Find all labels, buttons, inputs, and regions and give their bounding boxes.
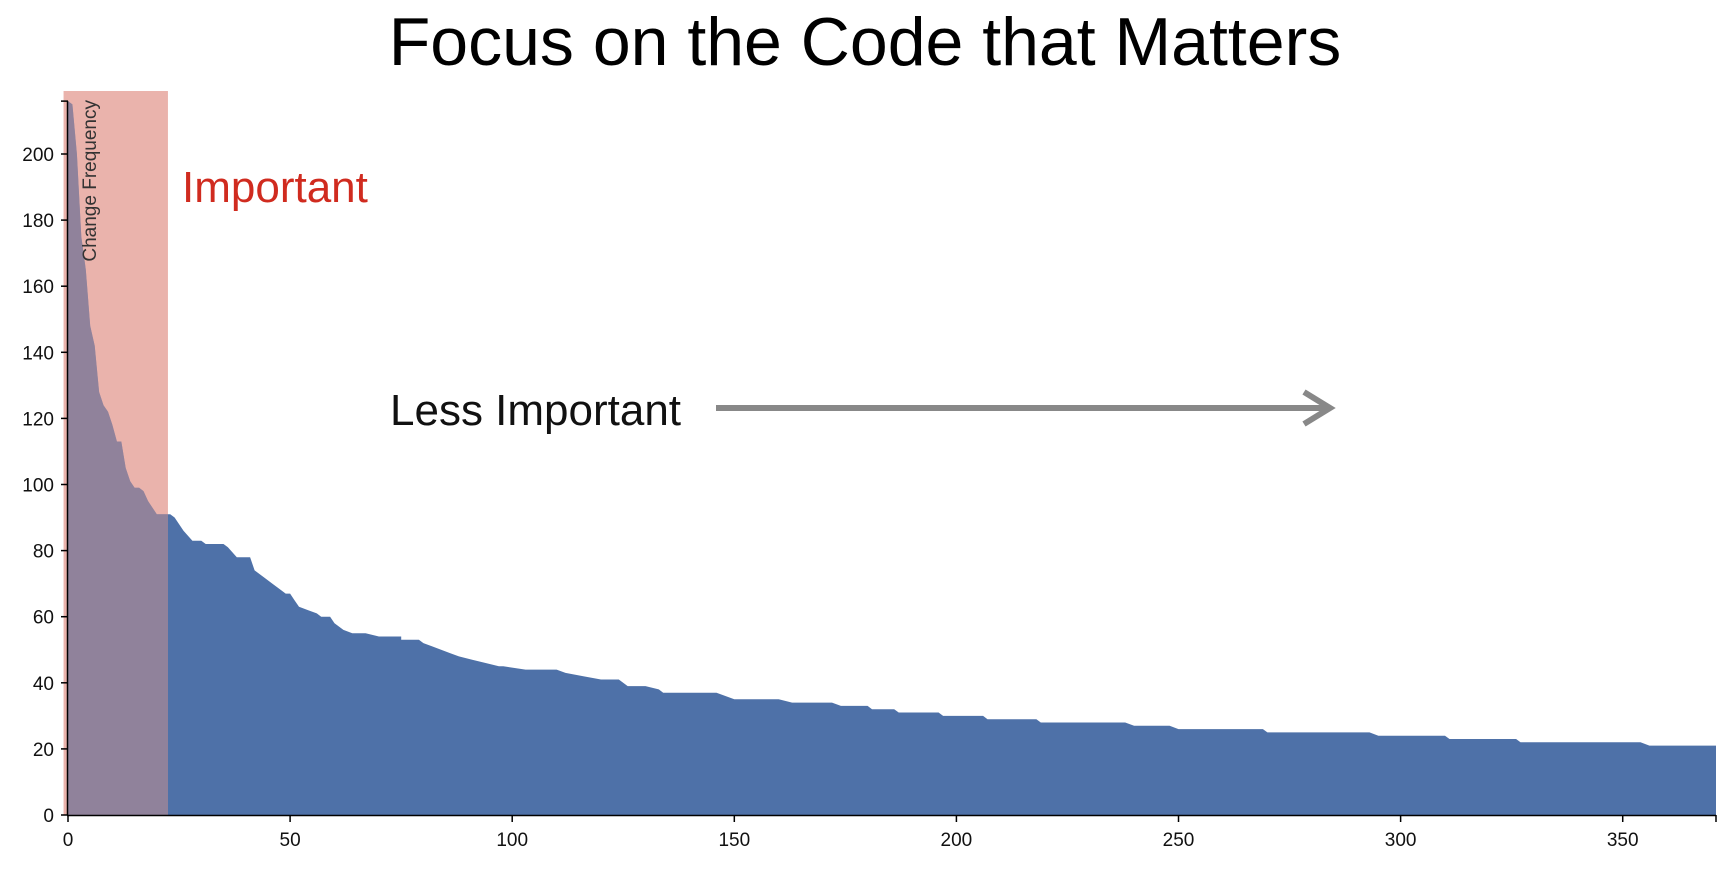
x-tick-label-50: 50 — [280, 830, 301, 851]
x-tick-label-150: 150 — [718, 830, 750, 851]
y-tick-label-20: 20 — [33, 740, 54, 761]
y-tick-label-60: 60 — [33, 608, 54, 629]
important-region-overlay — [68, 101, 168, 815]
slide-title: Focus on the Code that Matters — [388, 4, 1342, 80]
y-tick-label-100: 100 — [22, 476, 54, 497]
y-tick-label-140: 140 — [22, 343, 54, 364]
y-tick-label-200: 200 — [22, 145, 54, 166]
y-tick-label-0: 0 — [43, 806, 54, 827]
important-annotation: Important — [182, 163, 368, 212]
y-tick-label-120: 120 — [22, 409, 54, 430]
y-tick-label-160: 160 — [22, 277, 54, 298]
x-tick-label-200: 200 — [941, 830, 973, 851]
y-axis-title: Change Frequency — [80, 100, 101, 262]
annotation-layer: Important Less Important — [182, 163, 1336, 435]
area-layer — [68, 101, 1716, 816]
x-tick-label-250: 250 — [1163, 830, 1195, 851]
overlay-layer — [68, 101, 168, 815]
y-tick-label-80: 80 — [33, 542, 54, 563]
axes-layer: 0 20 40 60 80 100 120 140 160 180 200 Change Freque… — [22, 100, 1717, 851]
change-frequency-area — [68, 101, 1716, 816]
x-tick-label-100: 100 — [496, 830, 528, 851]
x-tick-label-350: 350 — [1607, 830, 1639, 851]
y-tick-label-180: 180 — [22, 211, 54, 232]
y-tick-label-40: 40 — [33, 674, 54, 695]
x-tick-label-300: 300 — [1385, 830, 1417, 851]
less-important-arrow-head — [1302, 389, 1336, 427]
x-tick-label-0: 0 — [63, 830, 74, 851]
less-important-annotation: Less Important — [390, 386, 681, 435]
